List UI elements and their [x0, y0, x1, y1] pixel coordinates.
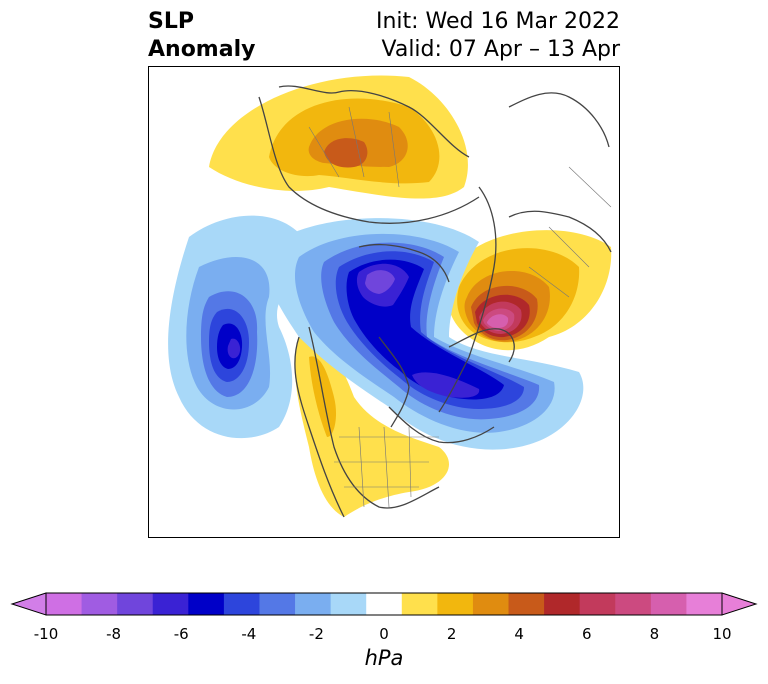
colorbar-outline	[45, 592, 723, 616]
colorbar-cell	[152, 593, 189, 615]
colorbar-high-extend	[721, 592, 758, 616]
colorbar-cell	[223, 593, 260, 615]
valid-range: Valid: 07 Apr – 13 Apr	[381, 37, 621, 62]
colorbar-tick-label: -4	[241, 625, 257, 643]
colorbar-tick-label: -2	[308, 625, 324, 643]
siberia-positive-anomaly	[447, 230, 612, 351]
colorbar-cell	[330, 593, 367, 615]
colorbar-tick-label: 6	[582, 625, 592, 643]
colorbar-tick-label: -8	[106, 625, 122, 643]
colorbar-tick-label: 10	[712, 625, 732, 643]
title-variable: SLP	[148, 9, 194, 34]
colorbar-cell	[81, 593, 118, 615]
colorbar-tick-label: 4	[514, 625, 524, 643]
title-kind: Anomaly	[148, 37, 256, 62]
europe-positive-anomaly	[209, 75, 468, 199]
title-dates-block: Init: Wed 16 Mar 2022 Valid: 07 Apr – 13…	[376, 8, 620, 64]
colorbar-tick-label: -6	[173, 625, 189, 643]
colorbar-tick-label: 2	[446, 625, 457, 643]
colorbar-cell	[544, 593, 581, 615]
colorbar-cell	[259, 593, 296, 615]
borders	[308, 106, 612, 508]
colorbar-cell	[46, 593, 83, 615]
colorbar-cell	[366, 593, 403, 615]
colorbar-cell	[615, 593, 652, 615]
colorbar-tick-label: 0	[379, 625, 389, 643]
slp-anomaly-map	[148, 66, 620, 538]
colorbar-cells	[46, 593, 723, 615]
colorbar-cell	[650, 593, 687, 615]
colorbar-cell	[579, 593, 616, 615]
colorbar-tick-label: 8	[649, 625, 660, 643]
colorbar-low-extend	[10, 592, 47, 616]
title-variable-block: SLP Anomaly	[148, 8, 255, 64]
colorbar-cell	[188, 593, 225, 615]
colorbar-cell	[401, 593, 438, 615]
colorbar	[10, 592, 758, 616]
init-date: Init: Wed 16 Mar 2022	[375, 9, 620, 34]
colorbar-cell	[472, 593, 510, 615]
colorbar-tick-label: -10	[33, 625, 59, 643]
colorbar-unit-label: hPa	[364, 646, 404, 670]
colorbar-cell	[117, 593, 154, 615]
colorbar-cell	[437, 593, 474, 615]
colorbar-cell	[508, 593, 545, 615]
colorbar-cell	[686, 593, 723, 615]
colorbar-cell	[295, 593, 332, 615]
map-svg	[168, 75, 612, 518]
coastlines	[258, 85, 612, 518]
